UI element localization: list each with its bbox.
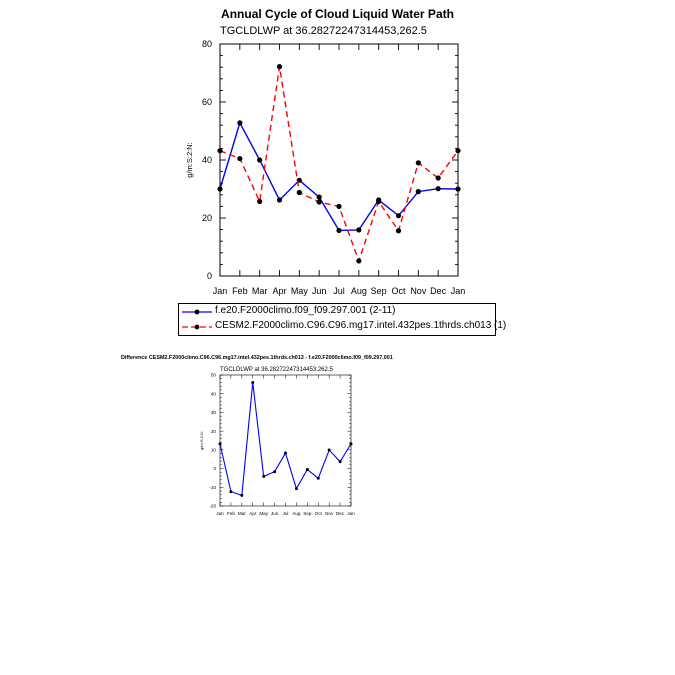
x-tick-label: Sep	[303, 511, 312, 516]
data-point-s1-9	[305, 468, 309, 472]
data-point-s1-7	[284, 451, 287, 455]
x-tick-label: Apr	[249, 511, 257, 516]
data-point-s1-4	[251, 380, 255, 384]
y-tick-label: 40	[202, 155, 212, 165]
y-tick-label: 50	[211, 373, 217, 378]
y-tick-label: 20	[211, 429, 217, 434]
y-tick-label: 60	[202, 97, 212, 107]
data-point-s1-13	[455, 186, 461, 192]
data-point-s1-5	[262, 474, 266, 478]
x-tick-label: Apr	[272, 286, 286, 296]
data-point-s2-11	[415, 160, 421, 166]
x-tick-label: Sep	[371, 286, 387, 296]
y-axis-label: g/m:S:2:N:	[199, 431, 204, 450]
x-tick-label: Aug	[292, 511, 301, 516]
legend-entry-2: CESM2.F2000climo.C96.C96.mg17.intel.432p…	[179, 320, 506, 334]
x-tick-label: Mar	[252, 286, 268, 296]
data-point-s1-8	[294, 487, 298, 491]
x-tick-label: Jul	[283, 511, 289, 516]
data-point-s2-1	[217, 148, 223, 154]
legend-label-1: f.e20.F2000climo.f09_f09.297.001 (2-11)	[215, 305, 396, 316]
x-tick-label: Jan	[451, 286, 466, 296]
y-tick-label: 40	[211, 391, 217, 396]
y-tick-label: 20	[202, 213, 212, 223]
data-point-s2-5	[296, 189, 302, 196]
difference-subtitle: TGCLDLWP at 36.28272247314453,262.5	[220, 367, 334, 373]
x-tick-label: Feb	[232, 286, 248, 296]
data-point-s1-6	[273, 470, 277, 474]
legend-line-1	[182, 309, 212, 315]
x-tick-label: Oct	[315, 511, 323, 516]
x-tick-label: Aug	[351, 286, 367, 296]
legend: f.e20.F2000climo.f09_f09.297.001 (2-11) …	[178, 303, 506, 336]
x-tick-label: Feb	[227, 511, 235, 516]
data-point-s2-12	[435, 175, 441, 181]
data-point-s1-3	[257, 157, 263, 163]
x-tick-label: Nov	[325, 511, 334, 516]
y-tick-label: 0	[207, 271, 212, 281]
data-point-s1-1	[217, 186, 223, 192]
x-tick-label: May	[259, 511, 268, 516]
y-axis-label: g/m:S:2:N:	[185, 142, 194, 177]
data-point-s2-3	[257, 198, 263, 205]
data-point-s2-10	[395, 228, 402, 234]
x-tick-label: Jan	[213, 286, 228, 296]
data-point-s2-2	[237, 155, 243, 162]
legend-entry-1: f.e20.F2000climo.f09_f09.297.001 (2-11)	[179, 305, 495, 319]
data-point-s1-11	[415, 189, 421, 195]
x-tick-label: Jun	[271, 511, 279, 516]
data-point-s2-13	[455, 148, 461, 154]
data-point-s1-2	[237, 120, 243, 126]
x-tick-label: Jan	[216, 511, 224, 516]
difference-title: Difference CESM2.F2000climo.C96.C96.mg17…	[121, 355, 393, 361]
data-point-s1-13	[349, 442, 353, 446]
y-tick-label: -10	[209, 485, 216, 490]
legend-label-2: CESM2.F2000climo.C96.C96.mg17.intel.432p…	[215, 320, 507, 331]
x-tick-label: Dec	[336, 511, 345, 516]
data-point-s2-8	[356, 258, 362, 264]
data-point-s1-1	[218, 442, 222, 446]
data-point-s2-7	[336, 203, 342, 209]
x-tick-label: Oct	[391, 286, 406, 296]
data-point-s1-10	[395, 213, 402, 219]
x-tick-label: Jun	[312, 286, 327, 296]
x-tick-label: May	[291, 286, 309, 296]
data-point-s2-4	[276, 64, 283, 70]
x-tick-label: Jul	[333, 286, 345, 296]
data-point-s1-12	[338, 460, 342, 464]
difference-chart: TGCLDLWP at 36.28272247314453,262.5 -20 -1…	[199, 367, 355, 516]
data-point-s1-7	[336, 227, 342, 234]
y-tick-label: -20	[209, 504, 216, 509]
data-point-s2-9	[376, 198, 382, 205]
plot-frame	[219, 374, 352, 507]
y-tick-label: 0	[213, 466, 216, 471]
data-point-s1-4	[276, 197, 283, 203]
plot-frame	[219, 43, 459, 277]
data-point-s1-2	[229, 490, 233, 494]
x-tick-label: Nov	[410, 286, 427, 296]
series-line-1	[219, 121, 459, 232]
data-point-s1-3	[240, 493, 244, 497]
y-tick-label: 30	[211, 410, 217, 415]
data-point-s1-10	[316, 476, 320, 480]
legend-line-2	[182, 324, 212, 330]
data-point-s1-6	[316, 194, 322, 200]
x-tick-label: Mar	[238, 511, 246, 516]
data-point-s1-12	[435, 186, 441, 192]
x-tick-label: Dec	[430, 286, 447, 296]
figure-title: Annual Cycle of Cloud Liquid Water Path	[221, 7, 454, 21]
main-chart: 0 20 40 60 80 Jan Feb Mar Apr May Jun Jul Aug Sep Oct N…	[185, 39, 466, 296]
y-tick-label: 10	[211, 447, 217, 452]
series-line-1	[219, 382, 352, 497]
data-point-s2-6	[316, 199, 322, 205]
data-point-s1-11	[327, 448, 331, 452]
y-tick-label: 80	[202, 39, 212, 49]
data-point-s1-8	[356, 227, 362, 233]
x-tick-label: Jan	[347, 511, 355, 516]
main-plot-subtitle: TGCLDLWP at 36.28272247314453,262.5	[220, 25, 427, 37]
